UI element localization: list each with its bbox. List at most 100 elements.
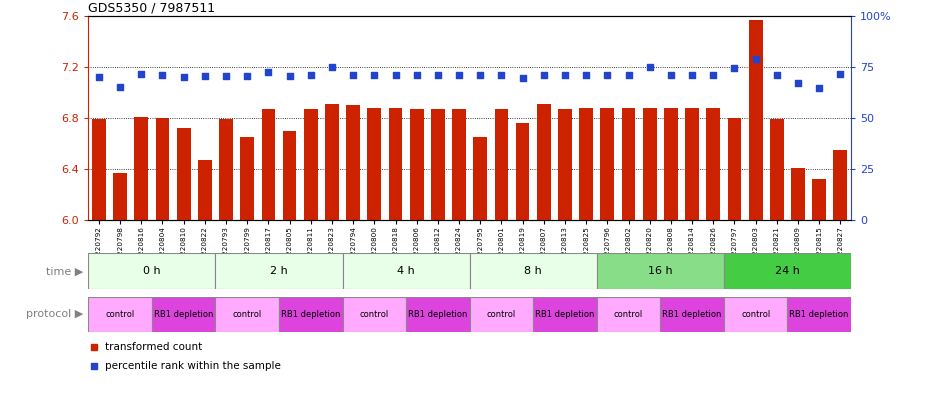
Point [833, 71, 848, 77]
Bar [791, 168, 804, 220]
Bar [304, 109, 318, 220]
Text: control: control [360, 310, 389, 319]
Point [452, 72, 467, 78]
Text: control: control [614, 310, 644, 319]
Point [134, 71, 149, 77]
Text: 4 h: 4 h [397, 266, 415, 276]
Point [663, 72, 678, 78]
Bar [558, 109, 572, 220]
Point [155, 72, 170, 78]
Bar [579, 108, 593, 220]
Bar [152, 297, 216, 332]
Bar [470, 253, 597, 289]
Point [684, 72, 699, 78]
Bar [389, 108, 403, 220]
Point [366, 72, 381, 78]
Text: RB1 depletion: RB1 depletion [281, 310, 340, 319]
Bar [533, 297, 597, 332]
Bar [135, 117, 148, 220]
Text: RB1 depletion: RB1 depletion [154, 310, 213, 319]
Bar [219, 119, 232, 220]
Bar [643, 108, 657, 220]
Point [600, 72, 615, 78]
Bar [749, 20, 763, 220]
Bar [788, 297, 851, 332]
Bar [473, 137, 487, 220]
Point [261, 69, 276, 75]
Point [113, 84, 127, 90]
Point [472, 72, 487, 78]
Text: protocol ▶: protocol ▶ [26, 309, 84, 320]
Point [388, 72, 403, 78]
Bar [724, 297, 788, 332]
Bar [88, 297, 152, 332]
Bar [410, 109, 423, 220]
Bar [342, 297, 406, 332]
Bar [812, 179, 826, 220]
Bar [155, 118, 169, 220]
Text: RB1 depletion: RB1 depletion [662, 310, 722, 319]
Bar [283, 131, 297, 220]
Bar [279, 297, 342, 332]
Text: control: control [105, 310, 135, 319]
Text: 2 h: 2 h [270, 266, 288, 276]
Point [346, 72, 361, 78]
Point [621, 72, 636, 78]
Bar [597, 297, 660, 332]
Point [748, 55, 763, 62]
Bar [88, 253, 216, 289]
Bar [406, 297, 470, 332]
Text: control: control [741, 310, 770, 319]
Point [431, 72, 445, 78]
Text: control: control [486, 310, 516, 319]
Bar [770, 119, 784, 220]
Text: RB1 depletion: RB1 depletion [790, 310, 849, 319]
Point [409, 72, 424, 78]
Bar [342, 253, 470, 289]
Bar [660, 297, 724, 332]
Bar [198, 160, 212, 220]
Bar [537, 104, 551, 220]
Point [769, 72, 784, 78]
Text: control: control [232, 310, 262, 319]
Point [812, 85, 827, 92]
Point [91, 74, 106, 80]
Point [790, 80, 805, 86]
Bar [261, 109, 275, 220]
Bar [240, 137, 254, 220]
Bar [326, 104, 339, 220]
Bar [597, 253, 724, 289]
Bar [707, 108, 720, 220]
Bar [452, 109, 466, 220]
Point [537, 72, 551, 78]
Point [197, 73, 212, 79]
Bar [685, 108, 699, 220]
Bar [92, 119, 106, 220]
Text: 0 h: 0 h [143, 266, 161, 276]
Bar [177, 128, 191, 220]
Bar [367, 108, 381, 220]
Bar [216, 297, 279, 332]
Point [240, 73, 255, 79]
Point [557, 72, 572, 78]
Point [643, 64, 658, 70]
Text: time ▶: time ▶ [46, 266, 84, 276]
Text: RB1 depletion: RB1 depletion [536, 310, 594, 319]
Text: transformed count: transformed count [105, 342, 203, 352]
Point [706, 72, 721, 78]
Point [303, 72, 318, 78]
Bar [516, 123, 529, 220]
Bar [727, 118, 741, 220]
Bar [346, 105, 360, 220]
Bar [113, 173, 127, 220]
Text: 24 h: 24 h [775, 266, 800, 276]
Text: 8 h: 8 h [525, 266, 542, 276]
Point [515, 75, 530, 81]
Bar [216, 253, 342, 289]
Point [176, 74, 191, 80]
Text: percentile rank within the sample: percentile rank within the sample [105, 361, 281, 371]
Point [325, 64, 339, 70]
Text: RB1 depletion: RB1 depletion [408, 310, 468, 319]
Point [219, 73, 233, 79]
Text: 16 h: 16 h [648, 266, 672, 276]
